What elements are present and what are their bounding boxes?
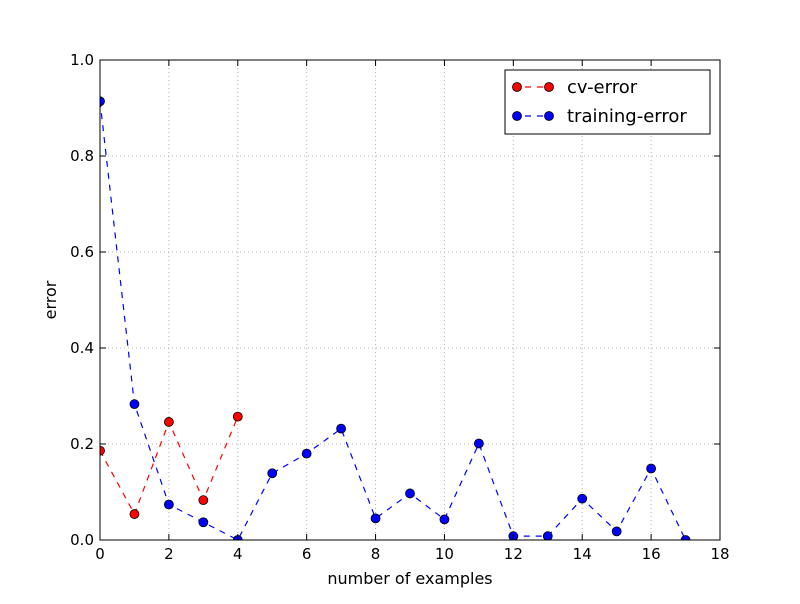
cv-error-point <box>232 411 243 422</box>
training-error-point <box>198 517 209 528</box>
x-tick-label: 0 <box>95 545 105 563</box>
legend-marker-training-error <box>512 111 522 121</box>
legend-label-training-error: training-error <box>567 106 687 127</box>
y-axis-label: error <box>41 280 60 319</box>
training-error-point <box>542 531 553 540</box>
training-error-point <box>577 493 588 504</box>
legend: cv-error training-error <box>504 69 711 135</box>
x-tick-label: 18 <box>710 545 729 563</box>
training-error-point <box>267 468 278 479</box>
cv-error-point <box>100 445 105 456</box>
training-error-line <box>100 101 687 540</box>
training-error-point <box>405 488 415 499</box>
y-tick-label: 0.4 <box>70 339 94 357</box>
legend-marker-cv-error <box>512 82 522 92</box>
training-error-point <box>301 448 312 459</box>
y-tick-label: 1.0 <box>70 51 94 69</box>
x-tick-label: 12 <box>504 545 523 563</box>
y-tick-label: 0.8 <box>70 147 94 165</box>
training-error-point <box>473 438 484 449</box>
training-error-point <box>370 513 381 524</box>
x-tick-label: 10 <box>435 545 454 563</box>
x-tick-label: 6 <box>302 545 312 563</box>
x-tick-label: 14 <box>573 545 592 563</box>
y-tick-label: 0.6 <box>70 243 94 261</box>
training-error-point <box>680 535 691 540</box>
x-tick-label: 4 <box>233 545 243 563</box>
y-tick-label: 0.0 <box>70 531 94 549</box>
y-tick-label: 0.2 <box>70 435 94 453</box>
x-tick-label: 16 <box>642 545 661 563</box>
series-layer <box>100 96 691 540</box>
training-error-point <box>611 526 622 537</box>
training-error-point <box>100 96 105 107</box>
training-error-point <box>129 399 140 410</box>
x-axis-label: number of examples <box>327 569 492 588</box>
cv-error-line <box>100 416 239 516</box>
ticks: 0 2 4 6 8 10 12 14 16 18 0.0 0.2 0.4 0.6 0.8 1.0 <box>70 51 729 563</box>
legend-label-cv-error: cv-error <box>567 77 638 98</box>
training-error-point <box>163 499 174 510</box>
training-error-point <box>336 423 347 434</box>
x-tick-label: 2 <box>164 545 174 563</box>
cv-error-point <box>129 509 140 519</box>
legend-box <box>504 69 711 135</box>
cv-error-point <box>163 417 174 427</box>
training-error-point <box>439 514 450 525</box>
x-tick-label: 8 <box>371 545 381 563</box>
training-error-point <box>646 463 657 474</box>
legend-marker-training-error <box>544 111 554 121</box>
plot-frame <box>99 59 721 541</box>
legend-marker-cv-error <box>544 82 554 92</box>
cv-error-point <box>198 495 209 506</box>
